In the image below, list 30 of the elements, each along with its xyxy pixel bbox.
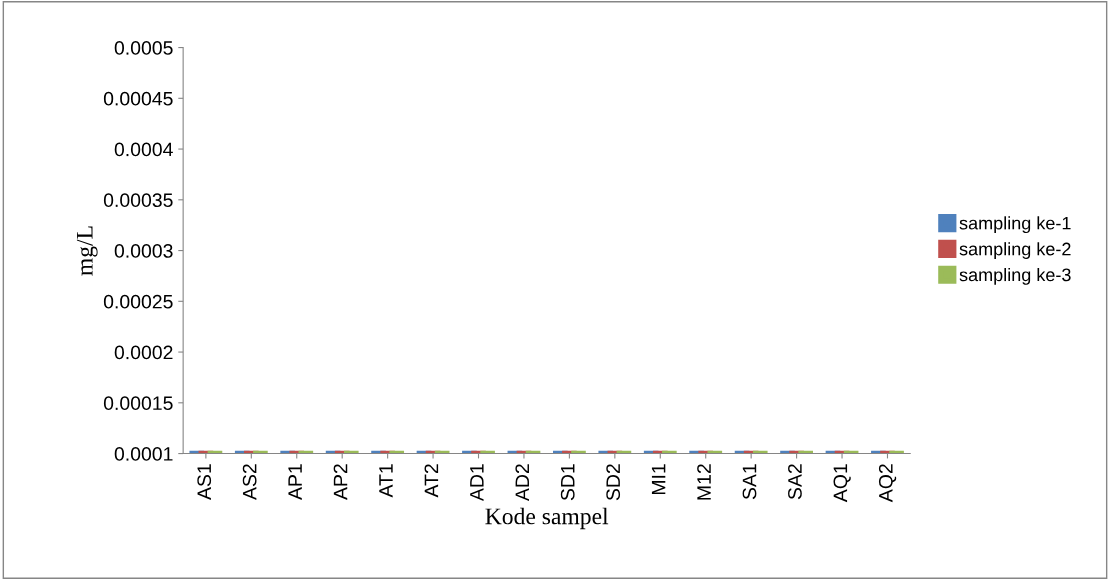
y-tick-label: 0.0002: [114, 345, 173, 360]
x-tick-label: AS1: [197, 464, 212, 500]
x-tick-label: MI1: [651, 464, 666, 495]
y-tick-label: 0.0001: [114, 447, 173, 461]
y-tick-label: 0.0003: [114, 244, 173, 258]
y-tick-label: 0.00025: [103, 294, 173, 309]
x-tick-label: M12: [697, 464, 711, 500]
x-tick-label: AP2: [333, 464, 348, 500]
y-tick-label: 0.00045: [103, 91, 173, 106]
y-tick-label: 0.0004: [114, 142, 173, 157]
x-tick-label: AT1: [379, 464, 393, 498]
x-tick-label: AD1: [470, 464, 484, 502]
x-tick-label: AD2: [515, 464, 529, 502]
y-tick-label: 0.00015: [103, 396, 173, 411]
legend-label: sampling ke-2: [959, 242, 1071, 259]
y-tick-label: 0.0005: [114, 41, 173, 55]
x-tick-label: SA1: [742, 464, 757, 500]
y-tick-label: 0.00035: [103, 193, 173, 208]
x-tick-label: AS2: [242, 464, 257, 500]
legend-label: sampling ke-1: [959, 216, 1071, 234]
x-tick-label: SA2: [788, 464, 802, 500]
x-tick-label: AT2: [424, 464, 439, 498]
x-tick-label: AP1: [288, 464, 302, 500]
y-axis-title: mg/L: [76, 226, 98, 276]
x-tick-label: AQ2: [878, 464, 897, 503]
x-tick-label: SD1: [560, 464, 575, 501]
legend-label: sampling ke-3: [959, 268, 1071, 285]
x-tick-label: SD2: [606, 464, 621, 501]
x-tick-label: AQ1: [833, 464, 851, 503]
x-axis-title: Kode sampel: [485, 507, 609, 530]
